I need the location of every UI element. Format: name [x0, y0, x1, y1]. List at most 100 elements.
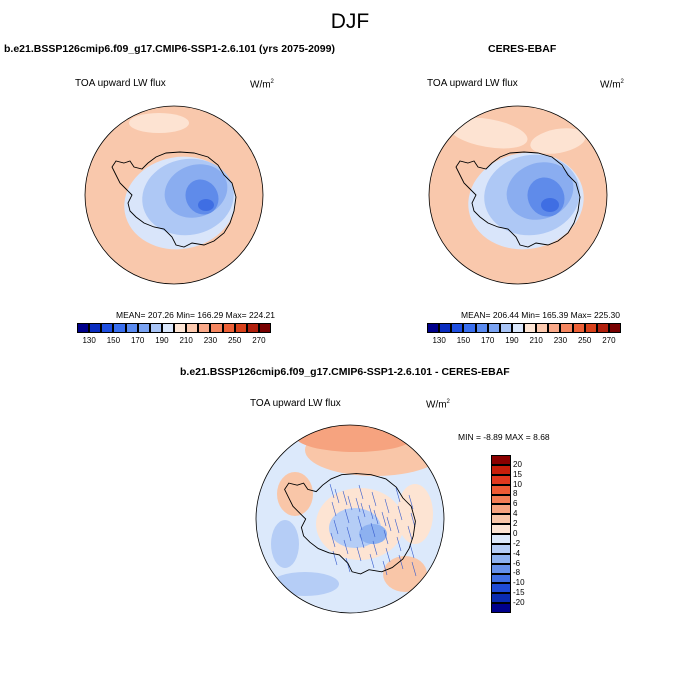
colorbar-swatch	[491, 593, 511, 604]
antarctica-field	[359, 524, 387, 544]
colorbar-swatch	[186, 323, 199, 333]
field-streak	[342, 490, 348, 506]
field-streak	[381, 511, 387, 527]
field-region	[271, 520, 299, 568]
colorbar-swatch	[491, 524, 511, 534]
field-region	[530, 128, 586, 154]
field-streak	[373, 509, 379, 525]
colorbar-tick-label: 250	[227, 336, 242, 345]
field-region	[448, 117, 528, 149]
colorbar-swatch	[463, 323, 476, 333]
colorbar-tick-label: 130	[82, 336, 96, 345]
colorbar-swatch	[113, 323, 126, 333]
colorbar-tick-label: 270	[602, 336, 616, 345]
field-streak	[408, 494, 414, 510]
antarctica-field	[541, 198, 559, 212]
field-region	[271, 572, 339, 596]
colorbar-swatch	[89, 323, 102, 333]
colorbar-tick-label: -4	[513, 548, 521, 558]
field-streak	[384, 498, 390, 514]
colorbar-tick-label: 250	[577, 336, 592, 345]
field-streak	[396, 536, 402, 552]
colorbar-swatch	[536, 323, 549, 333]
colorbar-swatch	[174, 323, 187, 333]
field-streak	[372, 540, 378, 556]
colorbar-tick-label: 150	[456, 336, 471, 345]
colorbar-tick-label: 2	[513, 519, 518, 529]
colorbar-swatch	[439, 323, 452, 333]
colorbar-tick-label: 170	[130, 336, 145, 345]
colorbar-swatch	[487, 323, 500, 333]
panel-1-units: W/m2	[250, 79, 274, 91]
antarctica-coastline	[111, 151, 237, 248]
colorbar-swatch	[246, 323, 259, 333]
colorbar-swatch	[222, 323, 235, 333]
field-streak	[370, 522, 376, 538]
panel-2-units: W/m2	[600, 79, 624, 91]
field-streak	[385, 547, 391, 563]
colorbar-tick-label: -6	[513, 558, 521, 568]
field-streak	[347, 495, 353, 511]
colorbar-swatch	[491, 484, 511, 495]
colorbar-tick-label: 230	[203, 336, 218, 345]
colorbar-swatch	[491, 563, 511, 574]
panel-1-colorbar	[77, 323, 271, 333]
colorbar-swatch	[491, 494, 511, 505]
panel-2-title: CERES-EBAF	[488, 43, 557, 55]
panel-3-units: W/m2	[426, 399, 450, 411]
panel-3-colorbar-labels: 20 15 10 8 6 4 2 0 -2 -4 -6 -8 -10 -15 -20	[513, 455, 543, 613]
colorbar-tick-label: -20	[513, 598, 525, 608]
colorbar-tick-label: 10	[513, 479, 522, 489]
colorbar-swatch	[491, 514, 511, 525]
colorbar-swatch	[572, 323, 585, 333]
colorbar-swatch	[491, 603, 511, 613]
colorbar-tick-label: 210	[529, 336, 543, 345]
panel-3-colorbar	[491, 455, 511, 613]
field-streak	[345, 557, 351, 573]
colorbar-swatch	[560, 323, 573, 333]
colorbar-swatch	[608, 323, 621, 333]
field-streak	[329, 483, 335, 499]
field-streak	[343, 539, 349, 555]
panel-2-map	[428, 105, 608, 285]
colorbar-tick-label: 8	[513, 489, 518, 499]
panel-2-colorbar-labels: 130 150 170 190 210 230 250 270	[427, 336, 621, 348]
field-streak	[360, 502, 366, 518]
colorbar-tick-label: 15	[513, 469, 522, 479]
colorbar-swatch	[149, 323, 162, 333]
colorbar-tick-label: 6	[513, 499, 518, 509]
colorbar-swatch	[491, 534, 511, 544]
colorbar-tick-label: 210	[179, 336, 193, 345]
colorbar-swatch	[584, 323, 597, 333]
colorbar-tick-label: 170	[480, 336, 495, 345]
antarctica-coastline	[455, 151, 581, 248]
panel-1-map	[84, 105, 264, 285]
map-boundary	[255, 424, 445, 614]
antarctica-coastline	[284, 473, 416, 575]
colorbar-swatch	[548, 323, 561, 333]
colorbar-tick-label: -15	[513, 588, 525, 598]
panel-1-colorbar-labels: 130 150 170 190 210 230 250 270	[77, 336, 271, 348]
field-streak	[355, 497, 361, 513]
field-streak	[330, 532, 336, 548]
panel-2-stats: MEAN= 206.44 Min= 165.39 Max= 225.30	[461, 310, 621, 320]
colorbar-swatch	[198, 323, 211, 333]
colorbar-tick-label: 0	[513, 528, 518, 538]
field-streak	[409, 543, 415, 559]
colorbar-swatch	[491, 474, 511, 485]
panel-2-colorbar	[427, 323, 621, 333]
colorbar-swatch	[491, 464, 511, 475]
colorbar-tick-label: 190	[155, 336, 169, 345]
field-streak	[397, 505, 403, 521]
field-region	[383, 556, 427, 592]
field-streak	[368, 504, 374, 520]
field-streak	[382, 560, 388, 576]
field-streak	[410, 512, 416, 528]
colorbar-swatch	[491, 553, 511, 564]
field-streak	[371, 491, 377, 507]
field-streak	[395, 487, 401, 503]
colorbar-tick-label: 4	[513, 509, 518, 519]
field-streak	[411, 561, 417, 577]
field-streak	[333, 519, 339, 535]
colorbar-tick-label: 150	[106, 336, 121, 345]
